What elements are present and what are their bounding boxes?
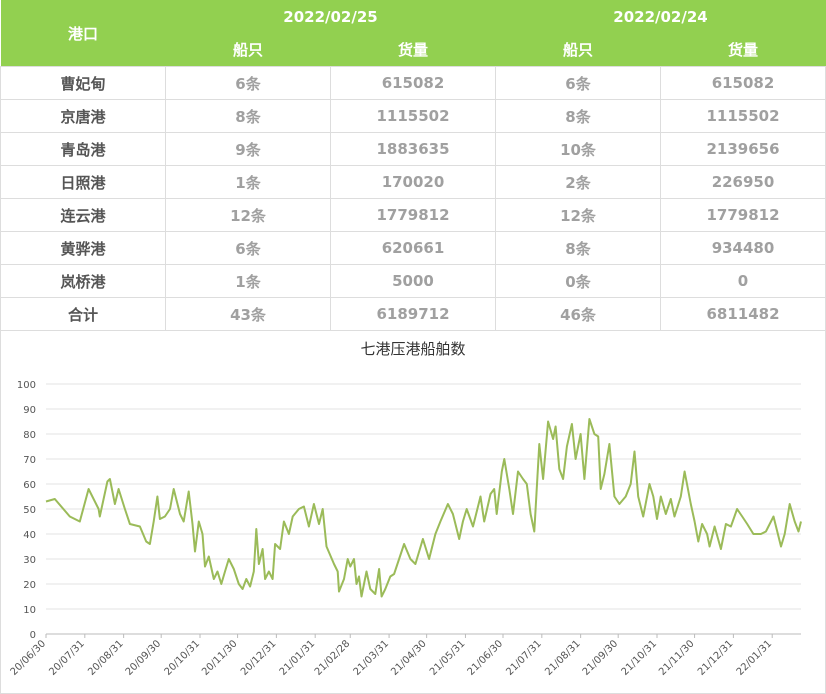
x-tick-label: 21/07/31: [504, 638, 544, 678]
table-cell: 8条: [495, 231, 661, 265]
table-cell: 0: [660, 264, 826, 298]
sub-header: 货量: [660, 33, 826, 67]
x-tick-label: 21/05/31: [428, 638, 468, 678]
table-cell: 43条: [165, 297, 331, 331]
x-tick-label: 21/03/31: [352, 638, 392, 678]
table-row: 黄骅港 6条 620661 8条 934480: [0, 231, 826, 265]
x-tick-label: 20/06/30: [9, 638, 49, 678]
table-cell: 1883635: [330, 132, 496, 166]
table-cell: 1条: [165, 264, 331, 298]
x-tick-label: 21/06/30: [466, 638, 506, 678]
y-tick-label: 90: [23, 405, 36, 416]
sub-header: 船只: [165, 33, 331, 67]
date-header: 2022/02/24: [495, 0, 826, 33]
chart-border: [0, 330, 826, 694]
y-tick-label: 100: [17, 380, 36, 391]
x-tick-label: 22/01/31: [735, 638, 775, 678]
chart-title: 七港压港船舶数: [360, 340, 465, 358]
x-tick-label: 21/02/28: [313, 638, 353, 678]
port-header: 港口: [0, 0, 166, 67]
port-cell: 曹妃甸: [0, 66, 166, 100]
table-cell: 9条: [165, 132, 331, 166]
y-tick-label: 30: [23, 555, 36, 566]
port-cell: 合计: [0, 297, 166, 331]
x-tick-label: 21/04/30: [389, 638, 429, 678]
table-cell: 2139656: [660, 132, 826, 166]
table-cell: 0条: [495, 264, 661, 298]
table-cell: 620661: [330, 231, 496, 265]
table-row: 岚桥港 1条 5000 0条 0: [0, 264, 826, 298]
table-body: 曹妃甸 6条 615082 6条 615082 京唐港 8条 1115502 8条 1115502…: [0, 66, 826, 331]
port-cell: 连云港: [0, 198, 166, 232]
port-cell: 京唐港: [0, 99, 166, 133]
y-tick-label: 10: [23, 605, 36, 616]
table-cell: 10条: [495, 132, 661, 166]
table-cell: 8条: [165, 99, 331, 133]
table-cell: 934480: [660, 231, 826, 265]
table-cell: 6条: [165, 231, 331, 265]
y-tick-label: 0: [30, 630, 36, 641]
port-table: 港口 2022/02/25 2022/02/24 船只 货量 船只 货量 曹妃甸 6条 6…: [0, 0, 826, 331]
x-tick-label: 21/10/31: [620, 638, 660, 678]
port-cell: 黄骅港: [0, 231, 166, 265]
y-tick-label: 80: [23, 430, 36, 441]
table-cell: 6条: [165, 66, 331, 100]
port-cell: 岚桥港: [0, 264, 166, 298]
table-row: 日照港 1条 170020 2条 226950: [0, 165, 826, 199]
y-tick-label: 50: [23, 505, 36, 516]
table-cell: 615082: [660, 66, 826, 100]
x-tick-label: 21/01/31: [278, 638, 318, 678]
table-cell: 1115502: [330, 99, 496, 133]
y-tick-label: 60: [23, 480, 36, 491]
table-cell: 226950: [660, 165, 826, 199]
x-tick-label: 20/09/30: [124, 638, 164, 678]
x-tick-label: 20/10/31: [163, 638, 203, 678]
date-header: 2022/02/25: [165, 0, 496, 33]
sub-header: 货量: [330, 33, 496, 67]
table-row: 曹妃甸 6条 615082 6条 615082: [0, 66, 826, 100]
table-row: 合计 43条 6189712 46条 6811482: [0, 297, 826, 331]
table-cell: 5000: [330, 264, 496, 298]
table-cell: 1条: [165, 165, 331, 199]
port-cell: 青岛港: [0, 132, 166, 166]
table-cell: 1779812: [660, 198, 826, 232]
table-row: 连云港 12条 1779812 12条 1779812: [0, 198, 826, 232]
table-cell: 12条: [165, 198, 331, 232]
table-cell: 1115502: [660, 99, 826, 133]
y-tick-label: 70: [23, 455, 36, 466]
table-cell: 1779812: [330, 198, 496, 232]
x-tick-label: 21/08/31: [543, 638, 583, 678]
x-tick-label: 20/12/31: [239, 638, 279, 678]
x-tick-label: 21/11/30: [657, 638, 697, 678]
table-cell: 6189712: [330, 297, 496, 331]
y-tick-label: 40: [23, 530, 36, 541]
y-tick-label: 20: [23, 580, 36, 591]
table-row: 青岛港 9条 1883635 10条 2139656: [0, 132, 826, 166]
table-row: 京唐港 8条 1115502 8条 1115502: [0, 99, 826, 133]
x-tick-label: 21/09/30: [581, 638, 621, 678]
x-tick-label: 21/12/31: [696, 638, 736, 678]
x-tick-label: 20/08/31: [86, 638, 126, 678]
table-cell: 170020: [330, 165, 496, 199]
table-cell: 8条: [495, 99, 661, 133]
table-cell: 12条: [495, 198, 661, 232]
table-cell: 2条: [495, 165, 661, 199]
table-cell: 6811482: [660, 297, 826, 331]
data-line: [45, 418, 802, 598]
table-cell: 615082: [330, 66, 496, 100]
sub-header: 船只: [495, 33, 661, 67]
table-cell: 46条: [495, 297, 661, 331]
port-cell: 日照港: [0, 165, 166, 199]
table-cell: 6条: [495, 66, 661, 100]
x-tick-label: 20/07/31: [47, 638, 87, 678]
x-tick-label: 20/11/30: [200, 638, 240, 678]
